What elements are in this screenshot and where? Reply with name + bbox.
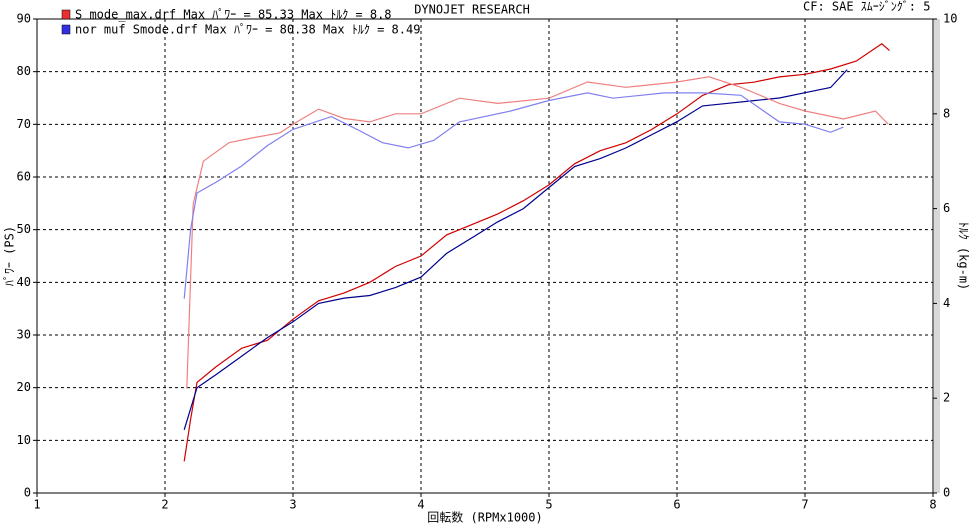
series-line [186, 76, 889, 389]
x-axis-label: 回転数 (RPMx1000) [427, 510, 542, 524]
y-tick-label: 50 [17, 222, 31, 236]
y2-tick-label: 0 [943, 486, 950, 500]
legend-label: nor muf Smode.drf Max ﾊﾟﾜｰ = 80.38 Max ﾄ… [75, 23, 420, 37]
axis-strip [934, 19, 940, 493]
y2-tick-label: 8 [943, 106, 950, 120]
y-tick-label: 80 [17, 64, 31, 78]
y2-tick-label: 10 [943, 12, 957, 26]
x-tick-label: 1 [33, 498, 40, 512]
y-tick-label: 60 [17, 170, 31, 184]
y2-tick-label: 2 [943, 391, 950, 405]
y-tick-label: 0 [24, 486, 31, 500]
x-tick-label: 6 [673, 498, 680, 512]
plot-area [36, 18, 934, 494]
legend-swatch [61, 9, 71, 20]
y-tick-label: 90 [17, 12, 31, 26]
x-tick-label: 5 [545, 498, 552, 512]
x-tick-label: 2 [161, 498, 168, 512]
chart-title: DYNOJET RESEARCH [414, 3, 530, 17]
x-tick-label: 8 [929, 498, 936, 512]
y2-tick-label: 6 [943, 201, 950, 215]
x-tick-label: 7 [801, 498, 808, 512]
chart-subtitle: CF: SAE ｽﾑｰｼﾞﾝｸﾞ: 5 [803, 0, 930, 14]
y-tick-label: 20 [17, 380, 31, 394]
y-axis-label: ﾊﾟﾜｰ (PS) [3, 226, 17, 286]
y2-tick-label: 4 [943, 296, 950, 310]
y-tick-label: 40 [17, 275, 31, 289]
y2-axis-label: ﾄﾙｸ (kg-m) [957, 222, 971, 291]
legend-swatch [61, 24, 71, 35]
x-tick-label: 3 [289, 498, 296, 512]
series-line [183, 43, 890, 462]
y-tick-label: 10 [17, 433, 31, 447]
legend-label: S mode_max.drf Max ﾊﾟﾜｰ = 85.33 Max ﾄﾙｸ … [75, 8, 392, 22]
series-line [183, 69, 848, 430]
y-tick-label: 30 [17, 328, 31, 342]
x-tick-label: 4 [417, 498, 424, 512]
series-line [183, 92, 844, 299]
y-tick-label: 70 [17, 117, 31, 131]
